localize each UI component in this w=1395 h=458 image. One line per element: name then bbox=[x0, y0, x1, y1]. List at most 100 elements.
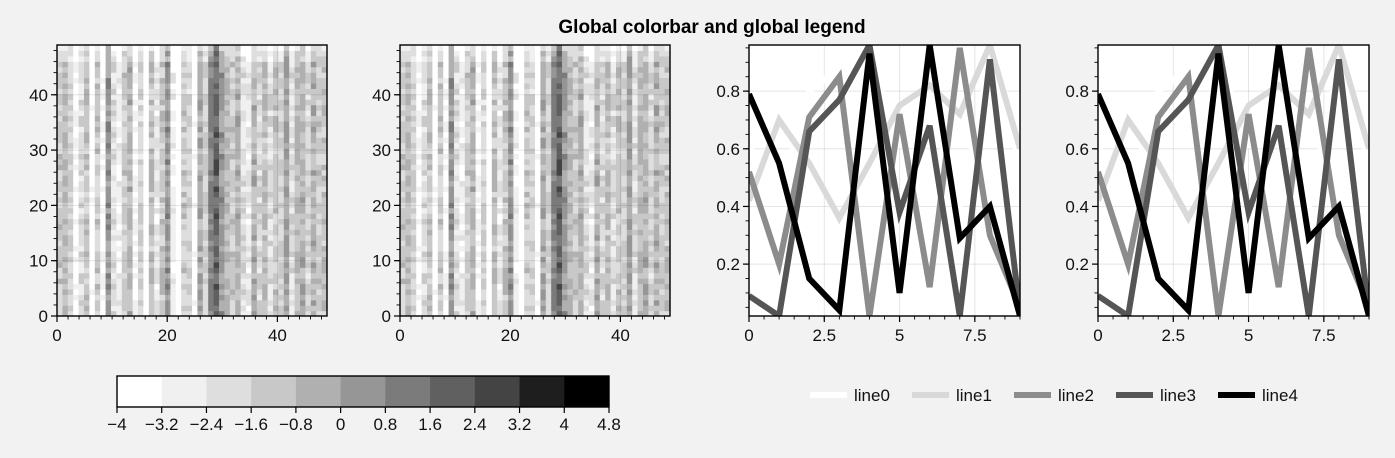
heatmap-cell bbox=[497, 158, 504, 165]
heatmap-cell bbox=[621, 158, 628, 165]
heatmap-cell bbox=[616, 131, 622, 138]
heatmap-cell bbox=[273, 158, 279, 165]
heatmap-cell bbox=[653, 164, 660, 171]
heatmap-cell bbox=[508, 267, 514, 274]
heatmap-cell bbox=[116, 126, 123, 133]
heatmap-cell bbox=[321, 191, 327, 198]
heatmap-cell bbox=[283, 245, 290, 252]
heatmap-cell bbox=[138, 250, 144, 257]
heatmap-cell bbox=[224, 191, 231, 198]
heatmap-cell bbox=[659, 104, 666, 111]
heatmap-cell bbox=[626, 93, 633, 100]
heatmap-cell bbox=[578, 169, 585, 176]
heatmap-cell bbox=[251, 131, 258, 138]
heatmap-cell bbox=[240, 245, 247, 252]
heatmap-cell bbox=[583, 283, 590, 290]
heatmap-cell bbox=[578, 115, 585, 122]
heatmap-cell bbox=[464, 126, 471, 133]
heatmap-cell bbox=[583, 126, 590, 133]
heatmap-cell bbox=[127, 299, 134, 306]
heatmap-cell bbox=[599, 104, 606, 111]
heatmap-cell bbox=[294, 278, 301, 285]
heatmap-cell bbox=[454, 110, 460, 117]
heatmap-cell bbox=[170, 234, 177, 241]
heatmap-cell bbox=[305, 110, 312, 117]
heatmap-cell bbox=[138, 207, 144, 214]
heatmap-cell bbox=[111, 240, 117, 247]
heatmap-cell bbox=[224, 299, 231, 306]
heatmap-cell bbox=[262, 82, 269, 89]
heatmap-cell bbox=[256, 110, 263, 117]
heatmap-cell bbox=[486, 191, 493, 198]
heatmap-cell bbox=[405, 218, 412, 225]
heatmap-cell bbox=[491, 294, 498, 301]
heatmap-cell bbox=[175, 240, 182, 247]
heatmap-cell bbox=[208, 93, 215, 100]
heatmap-cell bbox=[410, 196, 417, 203]
heatmap-cell bbox=[321, 158, 327, 165]
heatmap-cell bbox=[405, 169, 412, 176]
heatmap-cell bbox=[643, 66, 649, 73]
heatmap-cell bbox=[464, 66, 471, 73]
heatmap-cell bbox=[405, 72, 412, 79]
heatmap-cell bbox=[57, 82, 63, 89]
heatmap-cell bbox=[159, 50, 166, 57]
heatmap-cell bbox=[181, 202, 188, 209]
heatmap-cell bbox=[94, 185, 101, 192]
heatmap-cell bbox=[57, 310, 63, 316]
heatmap-cell bbox=[267, 82, 274, 89]
heatmap-cell bbox=[197, 261, 204, 268]
heatmap-cell bbox=[305, 185, 312, 192]
heatmap-cell bbox=[84, 240, 90, 247]
heatmap-cell bbox=[529, 137, 536, 144]
heatmap-cell bbox=[621, 175, 628, 182]
heatmap-cell bbox=[138, 147, 144, 154]
heatmap-cell bbox=[240, 110, 247, 117]
heatmap-cell bbox=[653, 234, 660, 241]
heatmap-cell bbox=[589, 55, 595, 62]
heatmap-cell bbox=[224, 261, 231, 268]
heatmap-cell bbox=[653, 278, 660, 285]
heatmap-cell bbox=[305, 164, 312, 171]
heatmap-cell bbox=[475, 234, 482, 241]
heatmap-cell bbox=[648, 299, 655, 306]
heatmap-cell bbox=[138, 175, 144, 182]
heatmap-cell bbox=[470, 180, 477, 187]
heatmap-cell bbox=[405, 50, 412, 57]
heatmap-cell bbox=[562, 142, 568, 149]
heatmap-cell bbox=[127, 66, 134, 73]
heatmap-cell bbox=[594, 294, 601, 301]
heatmap-cell bbox=[648, 147, 655, 154]
heatmap-cell bbox=[524, 305, 531, 312]
heatmap-cell bbox=[305, 283, 312, 290]
heatmap-cell bbox=[475, 278, 482, 285]
heatmap-cell bbox=[251, 61, 258, 68]
heatmap-cell bbox=[448, 115, 455, 122]
heatmap-cell bbox=[251, 310, 258, 316]
heatmap-cell bbox=[138, 191, 144, 198]
heatmap-cell bbox=[240, 164, 247, 171]
heatmap-cell bbox=[132, 164, 139, 171]
heatmap-cell bbox=[78, 202, 85, 209]
heatmap-cell bbox=[186, 93, 193, 100]
heatmap-cell bbox=[481, 142, 487, 149]
heatmap-cell bbox=[491, 99, 498, 106]
heatmap-cell bbox=[486, 256, 493, 263]
heatmap-cell bbox=[192, 234, 198, 241]
heatmap-cell bbox=[267, 55, 274, 62]
heatmap-cell bbox=[202, 164, 209, 171]
heatmap-cell bbox=[170, 115, 177, 122]
heatmap-cell bbox=[132, 137, 139, 144]
heatmap-cell bbox=[648, 261, 655, 268]
heatmap-cell bbox=[653, 153, 660, 160]
heatmap-cell bbox=[583, 147, 590, 154]
heatmap-cell bbox=[589, 175, 595, 182]
heatmap-cell bbox=[67, 191, 74, 198]
heatmap-cell bbox=[208, 283, 215, 290]
heatmap-cell bbox=[502, 164, 509, 171]
heatmap-cell bbox=[572, 202, 579, 209]
heatmap-cell bbox=[224, 82, 231, 89]
heatmap-cell bbox=[470, 245, 477, 252]
heatmap-cell bbox=[643, 310, 649, 316]
heatmap-cell bbox=[84, 234, 90, 241]
